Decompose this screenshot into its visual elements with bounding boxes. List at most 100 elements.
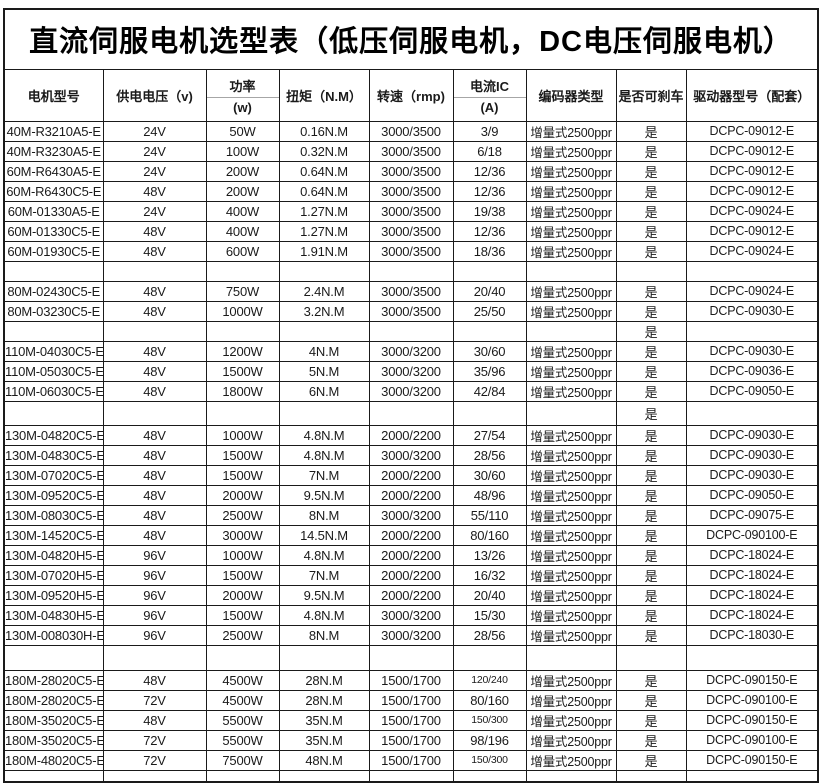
cell-brake: 是 <box>615 160 687 182</box>
cell-power: 1500W <box>205 464 280 486</box>
cell-power: 1500W <box>205 444 280 466</box>
cell-driver: DCPC-09030-E <box>685 424 819 446</box>
cell-speed: 3000/3500 <box>368 180 454 202</box>
table-row: 是 <box>3 400 819 426</box>
cell-encoder: 增量式2500ppr <box>525 444 617 466</box>
cell-voltage: 96V <box>102 584 207 606</box>
cell-encoder: 增量式2500ppr <box>525 220 617 242</box>
cell-brake: 是 <box>615 584 687 606</box>
cell-model: 40M-R3230A5-E <box>3 140 104 162</box>
table-row: 60M-R6430C5-E 48V 200W 0.64N.M 3000/3500 12/3… <box>3 180 819 202</box>
table-row: 180M-28020C5-E 72V 4500W 28N.M 1500/1700 80/1… <box>3 689 819 711</box>
cell-brake <box>615 260 687 282</box>
cell-brake <box>615 644 687 671</box>
table-row: 130M-07020C5-E 48V 1500W 7N.M 2000/2200 30/60… <box>3 464 819 486</box>
cell-model: 130M-04830C5-E <box>3 444 104 466</box>
cell-power: 200W <box>205 160 280 182</box>
cell-torque: 48N.M <box>278 749 370 771</box>
cell-driver <box>685 400 819 426</box>
cell-voltage: 48V <box>102 340 207 362</box>
cell-driver: DCPC-090150-E <box>685 749 819 771</box>
cell-encoder: 增量式2500ppr <box>525 584 617 606</box>
cell-current: 19/38 <box>452 200 527 222</box>
cell-speed: 2000/2200 <box>368 524 454 546</box>
cell-torque: 8N.M <box>278 504 370 526</box>
table-row: 130M-07020H5-E 96V 1500W 7N.M 2000/2200 16/32… <box>3 564 819 586</box>
cell-voltage: 72V <box>102 749 207 771</box>
cell-torque: 6N.M <box>278 380 370 402</box>
cell-driver: DCPC-18024-E <box>685 584 819 606</box>
cell-brake: 是 <box>615 524 687 546</box>
cell-speed: 2000/2200 <box>368 484 454 506</box>
cell-speed: 2000/2200 <box>368 544 454 566</box>
cell-encoder: 增量式2500ppr <box>525 180 617 202</box>
cell-model <box>3 320 104 342</box>
cell-current: 48/96 <box>452 484 527 506</box>
cell-encoder: 增量式2500ppr <box>525 749 617 771</box>
cell-power: 5500W <box>205 709 280 731</box>
cell-model: 180M-28020C5-E <box>3 689 104 711</box>
cell-driver: DCPC-09030-E <box>685 444 819 466</box>
cell-torque <box>278 769 370 783</box>
cell-current: 30/60 <box>452 340 527 362</box>
col-header-power: 功率 (w) <box>205 68 280 122</box>
cell-torque: 0.32N.M <box>278 140 370 162</box>
cell-encoder: 增量式2500ppr <box>525 340 617 362</box>
cell-voltage: 24V <box>102 120 207 142</box>
table-row: 60M-01330C5-E 48V 400W 1.27N.M 3000/3500 12/3… <box>3 220 819 242</box>
cell-encoder <box>525 400 617 426</box>
cell-current: 20/40 <box>452 280 527 302</box>
cell-power: 5500W <box>205 729 280 751</box>
cell-model: 110M-04030C5-E <box>3 340 104 362</box>
cell-current: 13/26 <box>452 544 527 566</box>
cell-torque <box>278 644 370 671</box>
cell-current: 28/56 <box>452 624 527 646</box>
cell-speed: 3000/3500 <box>368 240 454 262</box>
cell-speed: 1500/1700 <box>368 729 454 751</box>
cell-torque: 1.27N.M <box>278 220 370 242</box>
cell-voltage <box>102 400 207 426</box>
cell-driver: DCPC-09024-E <box>685 200 819 222</box>
cell-model: 130M-08030C5-E <box>3 504 104 526</box>
cell-driver: DCPC-09030-E <box>685 464 819 486</box>
cell-brake: 是 <box>615 544 687 566</box>
cell-brake: 是 <box>615 749 687 771</box>
cell-torque: 9.5N.M <box>278 584 370 606</box>
cell-encoder: 增量式2500ppr <box>525 160 617 182</box>
col-header-model: 电机型号 <box>3 68 104 122</box>
cell-encoder: 增量式2500ppr <box>525 729 617 751</box>
cell-current: 12/36 <box>452 220 527 242</box>
cell-model: 80M-03230C5-E <box>3 300 104 322</box>
cell-speed: 3000/3500 <box>368 280 454 302</box>
cell-encoder: 增量式2500ppr <box>525 604 617 626</box>
cell-current: 150/300 <box>452 749 527 771</box>
cell-model: 130M-04830H5-E <box>3 604 104 626</box>
cell-encoder: 增量式2500ppr <box>525 424 617 446</box>
cell-encoder <box>525 260 617 282</box>
cell-brake: 是 <box>615 120 687 142</box>
cell-brake: 是 <box>615 484 687 506</box>
table-row: 80M-03230C5-E 48V 1000W 3.2N.M 3000/3500 25/5… <box>3 300 819 322</box>
cell-current: 42/84 <box>452 380 527 402</box>
cell-current: 6/18 <box>452 140 527 162</box>
cell-current: 55/110 <box>452 504 527 526</box>
cell-encoder: 增量式2500ppr <box>525 120 617 142</box>
cell-model: 110M-05030C5-E <box>3 360 104 382</box>
cell-encoder: 增量式2500ppr <box>525 300 617 322</box>
cell-encoder: 增量式2500ppr <box>525 380 617 402</box>
col-header-driver: 驱动器型号（配套） <box>685 68 819 122</box>
cell-current <box>452 320 527 342</box>
cell-driver: DCPC-09024-E <box>685 280 819 302</box>
cell-current: 25/50 <box>452 300 527 322</box>
table-row: 60M-01330A5-E 24V 400W 1.27N.M 3000/3500 19/3… <box>3 200 819 222</box>
table-row: 是 <box>3 320 819 342</box>
cell-voltage: 48V <box>102 444 207 466</box>
table-row: 110M-05030C5-E 48V 1500W 5N.M 3000/3200 35/96… <box>3 360 819 382</box>
cell-torque: 0.16N.M <box>278 120 370 142</box>
cell-brake: 是 <box>615 464 687 486</box>
cell-brake: 是 <box>615 280 687 302</box>
cell-encoder: 增量式2500ppr <box>525 564 617 586</box>
cell-speed: 2000/2200 <box>368 584 454 606</box>
cell-voltage: 48V <box>102 524 207 546</box>
col-header-brake: 是否可刹车 <box>615 68 687 122</box>
